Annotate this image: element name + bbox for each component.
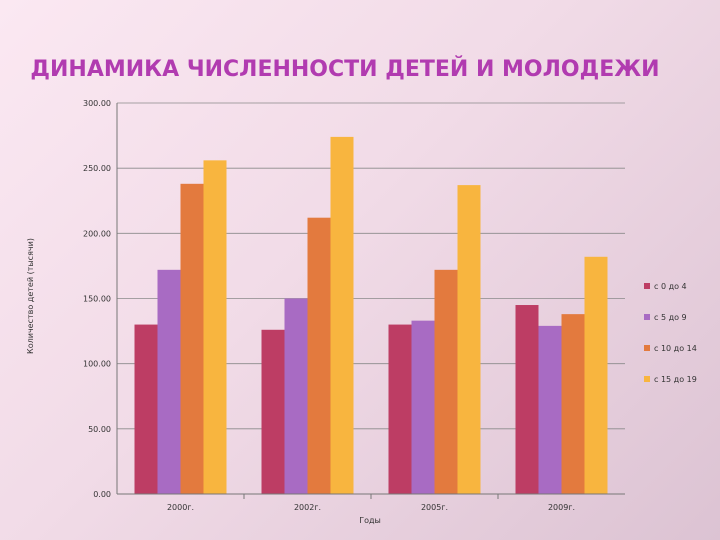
y-tick-label: 200.00 (83, 229, 111, 238)
legend-item: с 5 до 9 (654, 313, 687, 322)
x-tick-labels: 2000г. 2002г. 2005г. 2009г. (167, 494, 575, 512)
x-tick-label: 2002г. (294, 503, 321, 512)
bars (134, 136, 608, 495)
bar (203, 160, 227, 494)
y-tick-label: 250.00 (83, 164, 111, 173)
legend-item: с 0 до 4 (654, 282, 687, 291)
bar (307, 217, 331, 494)
bar (584, 256, 608, 494)
legend-swatch (644, 283, 650, 289)
bar (411, 320, 435, 494)
y-tick-label: 150.00 (83, 295, 111, 304)
y-tick-label: 0.00 (93, 490, 111, 499)
x-tick-label: 2005г. (421, 503, 448, 512)
y-axis-label: Количество детей (тысячи) (26, 238, 35, 354)
x-tick-label: 2000г. (167, 503, 194, 512)
legend: с 0 до 4 с 5 до 9 с 10 до 14 с 15 до 19 (644, 282, 697, 384)
bar (457, 185, 481, 495)
bar (515, 305, 539, 494)
legend-swatch (644, 376, 650, 382)
bar (330, 136, 354, 495)
x-tick-label: 2009г. (548, 503, 575, 512)
legend-swatch (644, 345, 650, 351)
bar (134, 324, 158, 494)
legend-item: с 10 до 14 (654, 344, 697, 353)
y-tick-label: 100.00 (83, 360, 111, 369)
legend-item: с 15 до 19 (654, 375, 697, 384)
bar (261, 329, 285, 494)
bar (180, 183, 204, 494)
y-tick-label: 50.00 (88, 425, 111, 434)
y-tick-labels: 0.00 50.00 100.00 150.00 200.00 250.00 300.00 (83, 99, 111, 499)
bar (284, 298, 308, 494)
bar (561, 314, 585, 494)
bar (388, 324, 412, 494)
bar (157, 269, 181, 494)
y-tick-label: 300.00 (83, 99, 111, 108)
legend-swatch (644, 314, 650, 320)
chart-title: ДИНАМИКА ЧИСЛЕННОСТИ ДЕТЕЙ И МОЛОДЕЖИ (30, 56, 659, 82)
x-axis-label: Годы (359, 516, 381, 525)
bar (538, 325, 562, 494)
bar (434, 269, 458, 494)
